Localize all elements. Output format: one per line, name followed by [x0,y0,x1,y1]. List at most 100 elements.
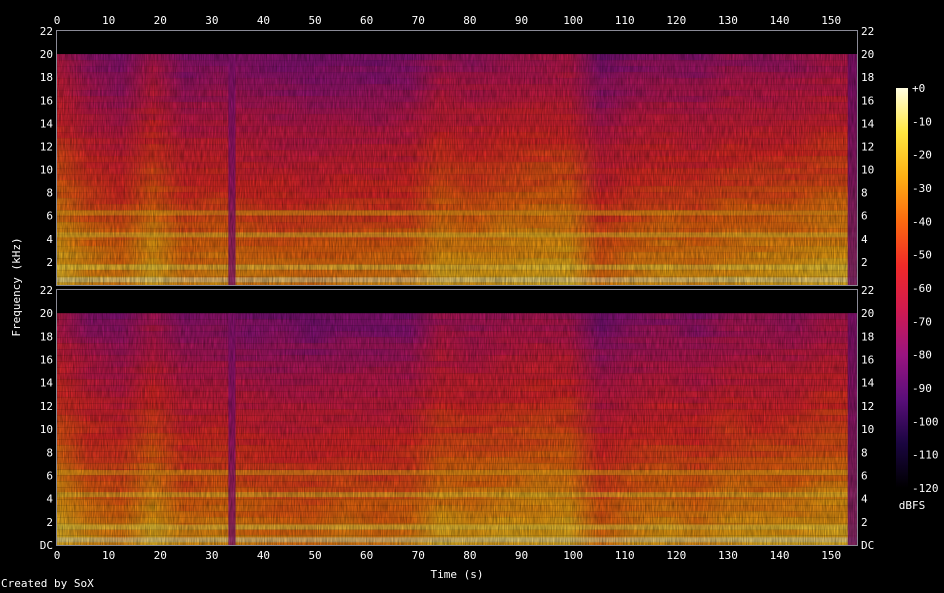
y-tick-label: 2 [46,516,53,529]
colorbar-tick-label: -120 [912,482,939,495]
plot-area [57,31,857,545]
x-tick-label: 140 [770,14,790,27]
x-tick-label: 60 [360,14,373,27]
y-tick-label: 8 [861,446,868,459]
x-tick-label: 30 [205,549,218,562]
y-tick-label: 18 [40,330,53,343]
y-tick-label: 6 [46,469,53,482]
y-tick-label: 20 [40,307,53,320]
x-tick-label: 90 [515,14,528,27]
x-tick-label: 90 [515,549,528,562]
y-tick-label: 12 [861,400,874,413]
x-tick-label: 140 [770,549,790,562]
colorbar-tick-label: -80 [912,349,932,362]
x-tick-label: 40 [257,549,270,562]
colorbar-tick-label: -110 [912,449,939,462]
y-tick-label: 12 [40,140,53,153]
x-tick-label: 0 [54,549,61,562]
y-tick-label: 20 [861,48,874,61]
x-tick-label: 80 [463,549,476,562]
colorbar-tick-label: -70 [912,315,932,328]
y-tick-label: 8 [46,446,53,459]
x-tick-label: 120 [666,14,686,27]
y-tick-label: DC [40,539,53,552]
y-tick-label: 10 [861,423,874,436]
spectrogram-silence-band [57,290,857,314]
colorbar-gradient [896,88,908,488]
x-tick-label: 150 [821,14,841,27]
y-tick-label: DC [861,539,874,552]
y-tick-label: 14 [40,377,54,390]
y-tick-label: 22 [40,25,53,38]
y-axis-label: Frequency (kHz) [10,237,23,336]
x-tick-label: 50 [308,549,321,562]
y-tick-label: 20 [40,48,53,61]
y-tick-label: 4 [46,493,53,506]
plot-frame [56,30,858,286]
y-tick-label: 16 [861,94,874,107]
spectrogram-silence-band [57,31,857,55]
x-tick-label: 150 [821,549,841,562]
y-tick-label: 12 [861,140,874,153]
colorbar-tick-label: -90 [912,382,932,395]
colorbar-tick-label: -50 [912,249,932,262]
y-tick-label: 2 [46,256,53,269]
y-tick-label: 6 [861,210,868,223]
spectrogram-panel [57,290,857,545]
x-tick-label: 80 [463,14,476,27]
x-tick-label: 20 [154,549,167,562]
colorbar-tick-label: -30 [912,182,932,195]
spectrogram-texture [57,313,857,545]
y-tick-label: 22 [861,25,874,38]
y-tick-label: 8 [46,187,53,200]
y-tick-label: 22 [40,284,53,297]
y-tick-label: 18 [861,71,874,84]
x-tick-label: 60 [360,549,373,562]
colorbar-tick-label: -10 [912,115,932,128]
x-tick-label: 130 [718,549,738,562]
colorbar-tick-label: -100 [912,415,939,428]
x-tick-label: 70 [412,549,425,562]
x-axis-label: Time (s) [431,568,484,581]
y-tick-label: 16 [40,94,53,107]
colorbar-tick-label: -40 [912,215,932,228]
y-tick-label: 22 [861,284,874,297]
y-tick-label: 4 [46,233,53,246]
x-tick-label: 0 [54,14,61,27]
y-tick-label: 8 [861,187,868,200]
y-tick-label: 12 [40,400,53,413]
x-tick-label: 50 [308,14,321,27]
y-tick-label: 14 [861,117,875,130]
y-tick-label: 6 [861,469,868,482]
spectrogram-texture [57,54,857,285]
y-tick-label: 20 [861,307,874,320]
y-tick-label: 16 [861,354,874,367]
y-tick-label: 10 [40,423,53,436]
spectrogram-panel [57,31,857,285]
colorbar-label: dBFS [899,499,926,512]
x-tick-label: 10 [102,14,115,27]
colorbar-tick-label: -20 [912,149,932,162]
y-tick-label: 14 [40,117,54,130]
y-tick-label: 18 [861,330,874,343]
colorbar-tick-label: -60 [912,282,932,295]
x-tick-label: 130 [718,14,738,27]
colorbar-tick-label: +0 [912,82,925,95]
y-tick-label: 16 [40,354,53,367]
y-tick-label: 18 [40,71,53,84]
x-tick-label: 110 [615,549,635,562]
x-tick-label: 110 [615,14,635,27]
y-tick-label: 2 [861,256,868,269]
credit-text: Created by SoX [1,577,94,590]
y-tick-label: 6 [46,210,53,223]
y-tick-label: 14 [861,377,875,390]
x-tick-label: 30 [205,14,218,27]
x-tick-label: 120 [666,549,686,562]
x-tick-label: 40 [257,14,270,27]
y-tick-label: 4 [861,233,868,246]
plot-frame [56,289,858,546]
y-tick-label: 10 [40,164,53,177]
y-tick-label: 10 [861,164,874,177]
